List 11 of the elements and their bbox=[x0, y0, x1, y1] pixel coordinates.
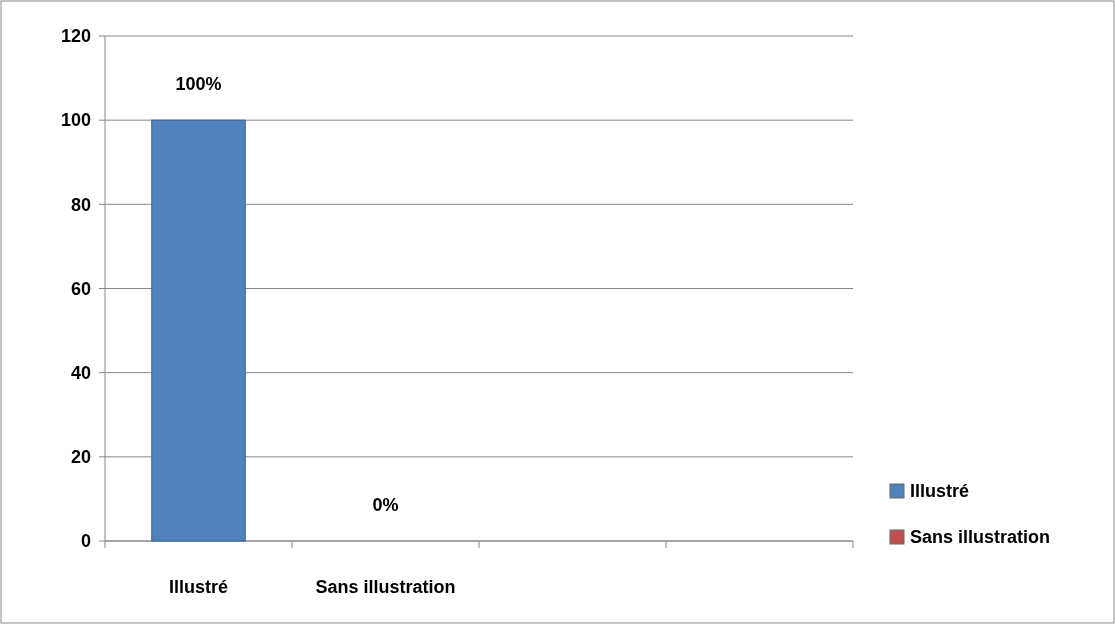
y-tick-label: 20 bbox=[70, 447, 91, 468]
y-tick-label: 120 bbox=[60, 26, 91, 47]
y-tick-label: 80 bbox=[70, 194, 91, 215]
y-tick-label: 40 bbox=[70, 362, 91, 383]
data-label: 100% bbox=[175, 74, 222, 95]
y-tick-label: 100 bbox=[60, 110, 91, 131]
legend-label: Sans illustration bbox=[910, 527, 1051, 548]
y-tick-label: 0 bbox=[80, 531, 91, 552]
legend-label: Illustré bbox=[910, 481, 970, 502]
y-tick-label: 60 bbox=[70, 278, 91, 299]
data-label: 0% bbox=[372, 495, 399, 515]
